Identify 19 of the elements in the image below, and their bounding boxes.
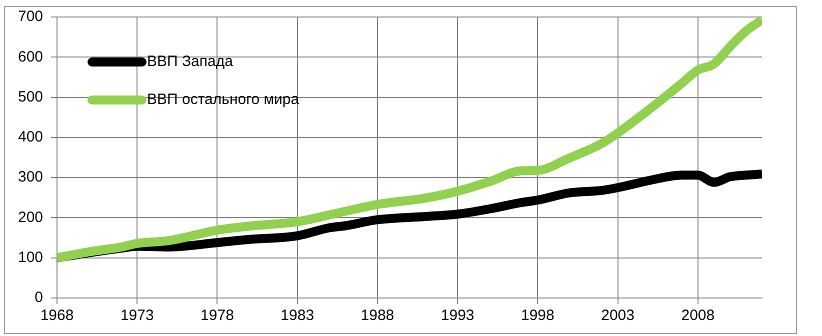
legend-label: ВВП остального мира [147, 91, 300, 108]
y-tick-label: 600 [18, 48, 44, 66]
y-tick-label: 100 [18, 249, 44, 266]
x-tick-label: 1998 [521, 307, 554, 324]
y-tick-label: 200 [18, 208, 44, 226]
y-tick-label: 500 [18, 88, 44, 106]
y-tick-label: 400 [18, 128, 44, 146]
y-tick-label: 0 [34, 289, 44, 306]
x-tick-label: 1968 [40, 307, 74, 324]
legend-label: ВВП Запада [147, 53, 234, 70]
x-tick-label: 1993 [440, 307, 474, 324]
x-tick-label: 2003 [601, 307, 634, 324]
y-tick-label: 700 [18, 8, 44, 26]
y-tick-label: 300 [18, 168, 44, 186]
x-tick-label: 1988 [360, 307, 394, 324]
x-tick-label: 1983 [280, 307, 314, 324]
x-tick-label: 1973 [120, 307, 154, 324]
x-tick-label: 1978 [200, 307, 234, 324]
x-tick-label: 2008 [681, 307, 715, 324]
